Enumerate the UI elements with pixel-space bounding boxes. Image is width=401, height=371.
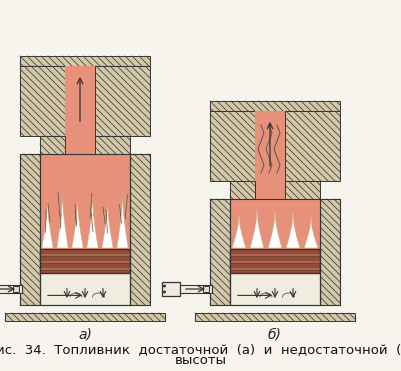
Bar xyxy=(194,313,354,321)
Bar xyxy=(229,254,319,256)
Bar xyxy=(209,101,339,111)
Bar xyxy=(95,136,130,154)
Bar xyxy=(209,111,254,181)
Bar xyxy=(20,154,40,305)
Polygon shape xyxy=(72,198,83,248)
Bar xyxy=(284,111,339,181)
Bar xyxy=(40,250,130,252)
Text: б): б) xyxy=(267,328,281,342)
Text: высоты: высоты xyxy=(174,355,227,368)
Polygon shape xyxy=(57,193,68,248)
Bar xyxy=(229,249,319,273)
Polygon shape xyxy=(87,196,98,248)
Bar xyxy=(229,250,319,252)
Bar xyxy=(40,154,130,249)
Bar xyxy=(229,273,319,305)
Bar xyxy=(229,273,319,305)
Polygon shape xyxy=(286,212,299,248)
Polygon shape xyxy=(101,200,113,248)
Bar xyxy=(40,264,130,266)
Polygon shape xyxy=(304,216,317,248)
Text: Рис.  34.  Топливник  достаточной  (а)  и  недостаточной  (б): Рис. 34. Топливник достаточной (а) и нед… xyxy=(0,344,401,357)
Bar xyxy=(40,249,130,273)
Bar xyxy=(130,154,150,305)
Bar xyxy=(229,181,254,199)
Bar xyxy=(254,181,284,199)
Bar xyxy=(65,66,95,136)
Bar xyxy=(254,111,284,181)
Bar xyxy=(40,261,130,263)
Bar xyxy=(284,181,319,199)
Bar xyxy=(180,285,211,293)
Bar xyxy=(40,257,130,259)
Polygon shape xyxy=(42,199,53,248)
Bar xyxy=(40,271,130,273)
Bar xyxy=(95,66,150,136)
Bar xyxy=(229,257,319,259)
Bar xyxy=(40,273,130,305)
Bar xyxy=(229,271,319,273)
Bar xyxy=(40,249,130,273)
Bar xyxy=(40,267,130,270)
Circle shape xyxy=(162,290,166,293)
Circle shape xyxy=(162,285,166,288)
Bar xyxy=(229,267,319,270)
Bar xyxy=(0,285,22,293)
Bar xyxy=(209,199,229,305)
Text: а): а) xyxy=(78,328,92,342)
Bar xyxy=(20,154,40,305)
Bar xyxy=(319,199,339,305)
Bar xyxy=(162,282,180,296)
Bar xyxy=(229,264,319,266)
Bar xyxy=(5,313,164,321)
Polygon shape xyxy=(232,214,245,248)
Bar xyxy=(13,286,19,292)
Bar xyxy=(20,56,150,66)
Polygon shape xyxy=(267,211,281,248)
Bar xyxy=(40,136,65,154)
Bar xyxy=(40,154,130,249)
Bar xyxy=(203,286,209,292)
Bar xyxy=(319,199,339,305)
Bar xyxy=(40,254,130,256)
Bar xyxy=(20,66,65,136)
Bar xyxy=(229,261,319,263)
Polygon shape xyxy=(117,193,128,248)
Bar xyxy=(229,199,319,249)
Bar xyxy=(209,199,229,305)
Bar xyxy=(40,273,130,305)
Bar xyxy=(229,249,319,273)
Bar xyxy=(229,199,319,249)
Bar xyxy=(130,154,150,305)
Polygon shape xyxy=(249,209,263,248)
Bar xyxy=(65,136,95,154)
